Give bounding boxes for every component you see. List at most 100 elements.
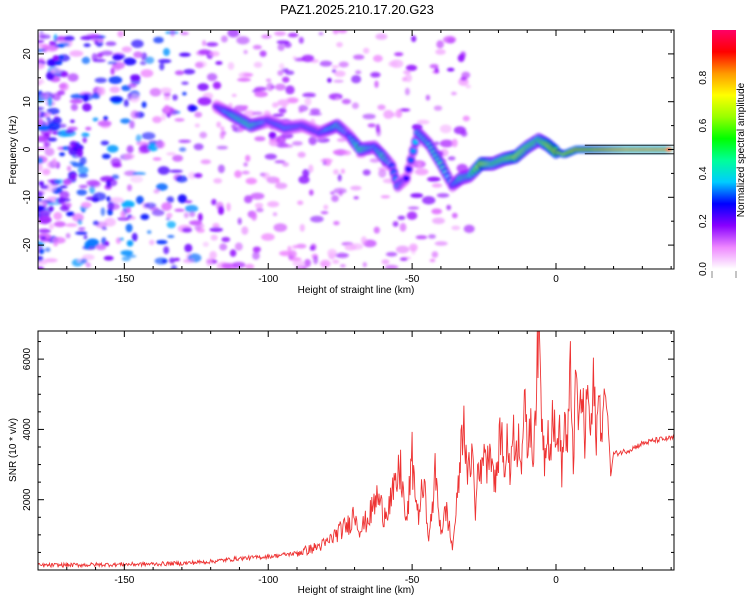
noise-blob — [54, 60, 63, 66]
noise-blob — [46, 160, 58, 169]
noise-blob — [241, 105, 249, 109]
noise-blob — [206, 73, 218, 82]
noise-blob — [126, 240, 134, 247]
noise-blob — [59, 152, 65, 157]
noise-blob — [332, 69, 337, 73]
noise-blob — [132, 172, 146, 176]
noise-blob — [439, 139, 454, 148]
noise-blob — [197, 213, 203, 222]
noise-blob — [82, 103, 92, 112]
noise-blob — [373, 226, 380, 234]
noise-blob — [198, 49, 211, 55]
noise-blob — [117, 217, 131, 221]
noise-blob — [85, 126, 92, 131]
noise-blob — [320, 211, 329, 215]
noise-blob — [131, 39, 144, 48]
noise-blob — [282, 162, 289, 167]
noise-blob — [217, 205, 225, 215]
noise-blob — [434, 241, 448, 246]
noise-blob — [133, 51, 143, 58]
noise-blob — [160, 87, 172, 94]
noise-blob — [181, 81, 189, 85]
spectrogram-x-ticks: -150 -100 -50 0 — [37, 30, 672, 285]
noise-blob — [109, 197, 124, 204]
noise-blob — [292, 141, 303, 146]
noise-blob — [38, 163, 43, 172]
colorbar-tick-label: 0.0 — [698, 262, 709, 276]
noise-blob — [57, 197, 65, 205]
noise-blob — [40, 236, 47, 240]
noise-blob — [95, 244, 107, 251]
noise-blob — [38, 248, 45, 255]
noise-blob — [131, 232, 138, 242]
spectrogram-marks — [38, 30, 674, 269]
noise-blob — [67, 73, 79, 82]
noise-blob — [243, 49, 248, 55]
noise-blob — [38, 157, 44, 164]
noise-blob — [333, 79, 344, 83]
noise-blob — [121, 54, 126, 59]
noise-blob — [351, 75, 362, 84]
noise-blob — [50, 67, 63, 75]
noise-blob — [38, 44, 50, 48]
noise-blob — [403, 70, 411, 75]
noise-blob — [266, 82, 274, 92]
noise-blob — [208, 51, 220, 57]
y-tick-label: 20 — [22, 48, 33, 60]
noise-blob — [417, 161, 422, 168]
colorbar-tick-label: 0.2 — [698, 214, 709, 228]
noise-blob — [406, 211, 418, 220]
noise-blob — [446, 67, 455, 72]
noise-blob — [109, 96, 124, 103]
noise-blob — [163, 96, 171, 101]
noise-blob — [136, 195, 144, 205]
noise-blob — [38, 260, 48, 265]
noise-blob — [336, 42, 343, 48]
noise-blob — [267, 201, 280, 208]
colorbar-ticks: 0.0 0.2 0.4 0.6 0.8 — [698, 70, 737, 278]
noise-blob — [77, 166, 89, 174]
noise-blob — [76, 148, 84, 158]
noise-blob — [161, 112, 166, 121]
noise-blob — [59, 190, 70, 200]
snr-frame — [37, 330, 675, 571]
noise-blob — [378, 168, 387, 178]
noise-blob — [53, 242, 58, 247]
noise-blob — [53, 221, 66, 228]
noise-blob — [254, 86, 267, 92]
noise-blob — [93, 58, 106, 63]
noise-blob — [125, 207, 131, 214]
noise-blob — [52, 117, 62, 125]
noise-blob — [279, 250, 292, 257]
noise-blob — [130, 110, 139, 119]
noise-blob — [141, 101, 147, 108]
noise-blob — [38, 111, 42, 117]
noise-blob — [272, 212, 278, 217]
x-tick-label: 0 — [553, 274, 559, 285]
noise-blob — [277, 99, 290, 107]
noise-blob — [52, 92, 61, 101]
noise-blob — [435, 49, 446, 55]
noise-blob — [362, 262, 367, 268]
x-tick-label: -150 — [114, 274, 134, 285]
noise-blob — [243, 162, 248, 167]
noise-blob — [392, 221, 399, 227]
noise-blob — [101, 226, 108, 230]
noise-blob — [209, 227, 223, 233]
noise-blob — [308, 112, 322, 116]
noise-blob — [338, 61, 349, 68]
noise-blob — [84, 241, 90, 249]
noise-blob — [53, 211, 63, 221]
noise-blob — [155, 140, 166, 149]
noise-blob — [139, 61, 147, 66]
noise-blob — [287, 97, 299, 104]
noise-blob — [332, 259, 340, 264]
noise-blob — [78, 184, 88, 189]
noise-blob — [39, 210, 51, 218]
noise-blob — [170, 30, 176, 37]
noise-blob — [241, 226, 249, 235]
noise-blob — [319, 60, 333, 67]
spectrogram-x-label: Height of straight line (km) — [298, 285, 415, 296]
spectrogram-y-ticks: -20 -10 0 10 20 — [22, 29, 674, 270]
noise-blob — [100, 140, 110, 146]
